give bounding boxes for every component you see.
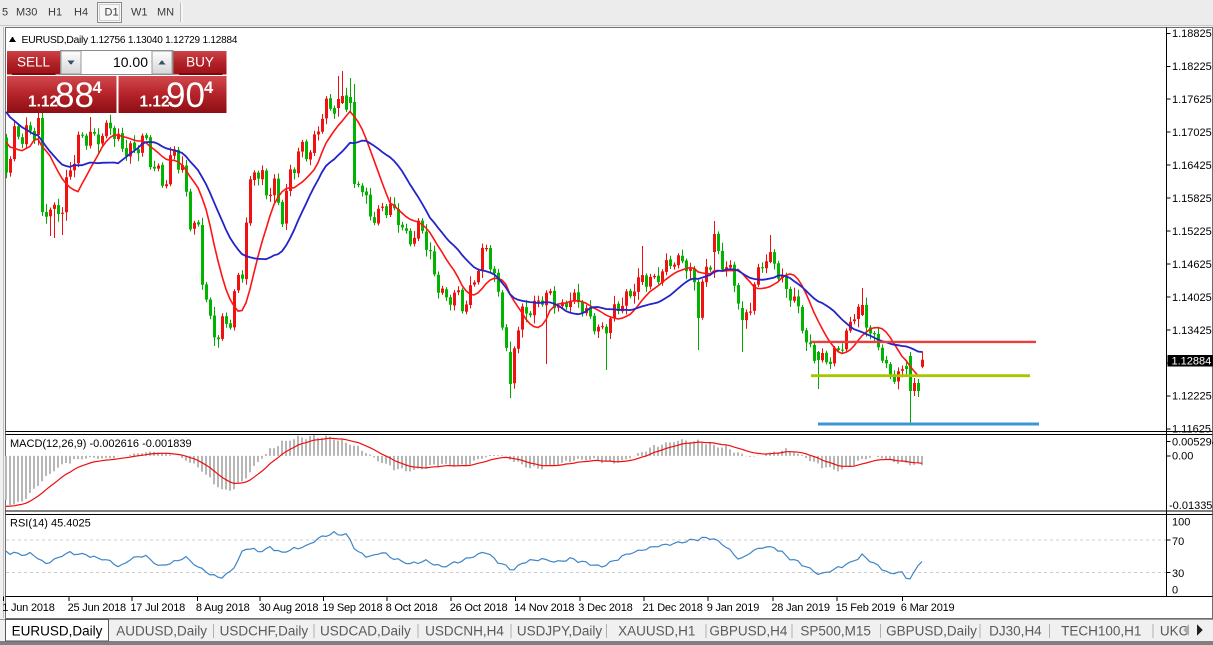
svg-text:5: 5: [2, 7, 8, 19]
svg-text:EURUSD,Daily: EURUSD,Daily: [12, 624, 103, 639]
svg-text:H4: H4: [74, 7, 88, 19]
svg-text:-0.013353: -0.013353: [1169, 500, 1213, 512]
svg-text:1.18225: 1.18225: [1172, 61, 1212, 73]
svg-text:1.14625: 1.14625: [1172, 259, 1212, 271]
svg-text:26 Oct 2018: 26 Oct 2018: [450, 602, 508, 614]
svg-text:1.16425: 1.16425: [1172, 160, 1212, 172]
svg-text:1.17625: 1.17625: [1172, 94, 1212, 106]
svg-text:100: 100: [1172, 517, 1190, 529]
svg-text:1.15825: 1.15825: [1172, 193, 1212, 205]
svg-text:MACD(12,26,9) -0.002616 -0.001: MACD(12,26,9) -0.002616 -0.001839: [10, 438, 192, 450]
svg-text:AUDUSD,Daily: AUDUSD,Daily: [116, 624, 207, 639]
svg-text:UKC: UKC: [1160, 624, 1189, 639]
svg-text:1.17025: 1.17025: [1172, 127, 1212, 139]
svg-text:BUY: BUY: [186, 55, 214, 70]
svg-text:TECH100,H1: TECH100,H1: [1061, 624, 1141, 639]
svg-text:8 Oct 2018: 8 Oct 2018: [386, 602, 438, 614]
svg-text:H1: H1: [48, 7, 62, 19]
svg-text:14 Nov 2018: 14 Nov 2018: [514, 602, 574, 614]
svg-text:SP500,M15: SP500,M15: [800, 624, 871, 639]
svg-text:30 Aug 2018: 30 Aug 2018: [259, 602, 319, 614]
svg-text:0.005294: 0.005294: [1172, 436, 1213, 448]
svg-text:SELL: SELL: [17, 55, 51, 70]
svg-text:EURUSD,Daily: EURUSD,Daily: [22, 34, 89, 46]
svg-text:D1: D1: [105, 7, 119, 19]
svg-text:90: 90: [166, 76, 205, 115]
svg-text:M30: M30: [16, 7, 37, 19]
svg-text:28 Jan 2019: 28 Jan 2019: [771, 602, 829, 614]
svg-text:25 Jun 2018: 25 Jun 2018: [68, 602, 126, 614]
svg-text:1.12: 1.12: [140, 94, 170, 111]
svg-text:1 Jun 2018: 1 Jun 2018: [2, 602, 55, 614]
svg-text:6 Mar 2019: 6 Mar 2019: [901, 602, 955, 614]
svg-text:0: 0: [1172, 584, 1178, 596]
svg-text:15 Feb 2019: 15 Feb 2019: [836, 602, 896, 614]
svg-text:9 Jan 2019: 9 Jan 2019: [707, 602, 760, 614]
svg-text:W1: W1: [131, 7, 148, 19]
svg-text:70: 70: [1172, 536, 1184, 548]
svg-text:8 Aug 2018: 8 Aug 2018: [196, 602, 250, 614]
svg-text:1.12884: 1.12884: [1172, 355, 1212, 367]
svg-text:88: 88: [55, 76, 94, 115]
svg-text:21 Dec 2018: 21 Dec 2018: [643, 602, 703, 614]
svg-text:1.12756 1.13040 1.12729 1.1288: 1.12756 1.13040 1.12729 1.12884: [91, 35, 238, 46]
svg-text:GBPUSD,Daily: GBPUSD,Daily: [886, 624, 977, 639]
svg-text:RSI(14) 45.4025: RSI(14) 45.4025: [10, 518, 91, 530]
svg-text:1.14025: 1.14025: [1172, 292, 1212, 304]
svg-text:1.15225: 1.15225: [1172, 226, 1212, 238]
svg-text:3 Dec 2018: 3 Dec 2018: [578, 602, 632, 614]
svg-text:1.11625: 1.11625: [1172, 424, 1211, 436]
svg-text:4: 4: [204, 79, 214, 97]
svg-text:1.18825: 1.18825: [1172, 28, 1212, 40]
svg-text:1.12: 1.12: [28, 94, 58, 111]
svg-text:30: 30: [1172, 568, 1184, 580]
svg-text:USDJPY,Daily: USDJPY,Daily: [517, 624, 603, 639]
svg-text:1.12225: 1.12225: [1172, 391, 1212, 403]
svg-text:GBPUSD,H4: GBPUSD,H4: [709, 624, 788, 639]
svg-text:USDCNH,H4: USDCNH,H4: [425, 624, 504, 639]
svg-text:XAUUSD,H1: XAUUSD,H1: [618, 624, 695, 639]
svg-text:USDCHF,Daily: USDCHF,Daily: [220, 624, 309, 639]
svg-text:10.00: 10.00: [113, 54, 148, 70]
svg-text:4: 4: [93, 79, 103, 97]
svg-text:1.13425: 1.13425: [1172, 325, 1212, 337]
svg-text:USDCAD,Daily: USDCAD,Daily: [320, 624, 411, 639]
svg-text:0.00: 0.00: [1172, 451, 1193, 463]
svg-text:MN: MN: [157, 7, 174, 19]
svg-text:19 Sep 2018: 19 Sep 2018: [322, 602, 382, 614]
svg-text:17 Jul 2018: 17 Jul 2018: [130, 602, 185, 614]
svg-text:DJ30,H4: DJ30,H4: [989, 624, 1042, 639]
